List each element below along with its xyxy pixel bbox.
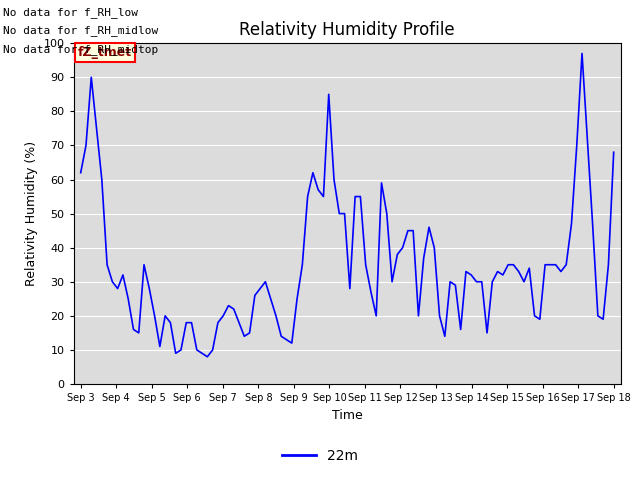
Text: No data for f_RH_midlow: No data for f_RH_midlow <box>3 25 159 36</box>
Y-axis label: Relativity Humidity (%): Relativity Humidity (%) <box>25 141 38 286</box>
Text: No data for f_RH_low: No data for f_RH_low <box>3 7 138 18</box>
Text: fZ_tmet: fZ_tmet <box>78 46 132 59</box>
Text: No data for f_RH_midtop: No data for f_RH_midtop <box>3 44 159 55</box>
Legend: 22m: 22m <box>276 443 364 468</box>
X-axis label: Time: Time <box>332 408 363 421</box>
Title: Relativity Humidity Profile: Relativity Humidity Profile <box>239 21 455 39</box>
